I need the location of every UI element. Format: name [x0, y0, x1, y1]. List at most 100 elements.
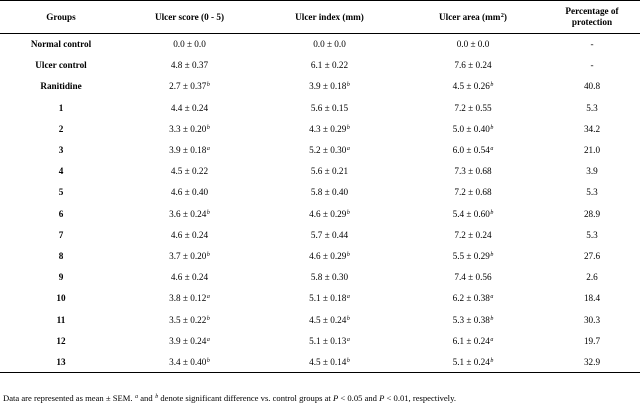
cell-protection: - [590, 39, 594, 50]
cell-ulcer-score: 4.5 ± 0.22 [122, 161, 257, 182]
cell-ulcer-score-value: 4.6 ± 0.40 [170, 187, 209, 198]
cell-ulcer-area-value: 5.3 ± 0.38 [452, 314, 490, 325]
header-row: Groups Ulcer score (0 - 5) Ulcer index (… [0, 0, 640, 34]
significance-mark: b [346, 124, 350, 131]
cell-ulcer-area: 7.4 ± 0.56 [402, 267, 544, 288]
cell-group: 6 [58, 208, 64, 219]
significance-mark: b [490, 209, 494, 216]
cell-ulcer-area-value: 7.2 ± 0.68 [454, 187, 492, 198]
cell-ulcer-area-value: 7.4 ± 0.56 [454, 272, 492, 283]
cell-ulcer-area-value: 5.5 ± 0.29 [452, 250, 490, 261]
cell-ulcer-score: 4.8 ± 0.37 [122, 55, 257, 76]
cell-ulcer-area-value: 0.0 ± 0.0 [456, 39, 490, 50]
cell-ulcer-index: 6.1 ± 0.22 [257, 55, 402, 76]
cell-group: 8 [58, 250, 64, 261]
cell-ulcer-area: 7.2 ± 0.55 [402, 97, 544, 118]
cell-ulcer-score: 4.6 ± 0.24 [122, 224, 257, 245]
cell-ulcer-score: 3.9 ± 0.24a [122, 330, 257, 351]
cell-ulcer-area: 5.3 ± 0.38b [402, 309, 544, 330]
significance-mark: b [206, 315, 210, 322]
table-row: 8 3.7 ± 0.20b 4.6 ± 0.29b 5.5 ± 0.29b 27.6 [0, 245, 640, 266]
cell-group: 12 [56, 335, 66, 346]
cell-protection: 5.3 [586, 229, 598, 240]
cell-ulcer-area: 5.1 ± 0.24b [402, 351, 544, 374]
cell-ulcer-index-value: 4.6 ± 0.29 [309, 250, 347, 261]
table-row: 9 4.6 ± 0.24 5.8 ± 0.30 7.4 ± 0.56 2.6 [0, 267, 640, 288]
significance-mark: b [346, 209, 350, 216]
cell-protection: - [590, 60, 594, 71]
significance-mark: a [206, 336, 210, 343]
cell-ulcer-score: 4.4 ± 0.24 [122, 97, 257, 118]
cell-ulcer-score: 3.5 ± 0.22b [122, 309, 257, 330]
cell-ulcer-score: 3.6 ± 0.24b [122, 203, 257, 224]
footnote-part: Data are represented as mean ± SEM. [3, 393, 135, 403]
cell-protection: 21.0 [583, 145, 601, 156]
cell-ulcer-area: 5.5 ± 0.29b [402, 245, 544, 266]
cell-ulcer-index-value: 4.6 ± 0.29 [309, 208, 347, 219]
cell-ulcer-score: 3.3 ± 0.20b [122, 118, 257, 139]
cell-ulcer-area: 7.2 ± 0.24 [402, 224, 544, 245]
cell-ulcer-index-value: 5.1 ± 0.13 [309, 335, 347, 346]
footnote-part: < 0.01, respectively. [384, 393, 456, 403]
table-row: 12 3.9 ± 0.24a 5.1 ± 0.13a 6.1 ± 0.24a 19.7 [0, 330, 640, 351]
cell-group: 5 [58, 187, 64, 198]
table-row: 6 3.6 ± 0.24b 4.6 ± 0.29b 5.4 ± 0.60b 28.9 [0, 203, 640, 224]
header-ulcer-area-text: Ulcer area (mm [439, 11, 501, 22]
significance-mark: b [490, 251, 494, 258]
cell-ulcer-index-value: 5.6 ± 0.21 [310, 166, 349, 177]
cell-ulcer-area: 7.6 ± 0.24 [402, 55, 544, 76]
cell-ulcer-index-value: 4.3 ± 0.29 [309, 123, 347, 134]
cell-ulcer-index-value: 4.5 ± 0.14 [309, 356, 347, 367]
header-ulcer-index: Ulcer index (mm) [257, 0, 402, 34]
table-row: 10 3.8 ± 0.12a 5.1 ± 0.18a 6.2 ± 0.38a 18.4 [0, 288, 640, 309]
cell-ulcer-index-value: 5.2 ± 0.30 [309, 145, 347, 156]
cell-ulcer-area-value: 7.3 ± 0.68 [454, 166, 492, 177]
cell-ulcer-index: 4.3 ± 0.29b [257, 118, 402, 139]
significance-mark: b [206, 124, 210, 131]
cell-ulcer-area-value: 6.2 ± 0.38 [452, 293, 490, 304]
cell-ulcer-index: 5.6 ± 0.15 [257, 97, 402, 118]
cell-ulcer-index: 0.0 ± 0.0 [257, 34, 402, 55]
significance-mark: b [490, 357, 494, 364]
cell-group: Ulcer control [35, 60, 87, 71]
cell-ulcer-score-value: 4.6 ± 0.24 [170, 229, 209, 240]
cell-ulcer-score-value: 3.5 ± 0.22 [169, 314, 207, 325]
footnote-sup-a: a [135, 394, 139, 400]
cell-ulcer-area: 4.5 ± 0.26b [402, 76, 544, 97]
cell-ulcer-area-value: 4.5 ± 0.26 [452, 81, 490, 92]
header-ulcer-area-close: ) [503, 11, 507, 22]
cell-ulcer-index-value: 3.9 ± 0.18 [309, 81, 347, 92]
cell-group: Normal control [30, 39, 92, 50]
cell-ulcer-index: 5.8 ± 0.30 [257, 267, 402, 288]
cell-protection: 28.9 [583, 208, 601, 219]
cell-ulcer-area: 5.0 ± 0.40b [402, 118, 544, 139]
cell-ulcer-area: 0.0 ± 0.0 [402, 34, 544, 55]
significance-mark: b [206, 209, 210, 216]
cell-ulcer-index: 4.5 ± 0.24b [257, 309, 402, 330]
cell-ulcer-score-value: 0.0 ± 0.0 [173, 39, 206, 50]
significance-mark: a [346, 146, 350, 153]
cell-ulcer-score-value: 4.4 ± 0.24 [170, 102, 209, 113]
cell-ulcer-index-value: 5.8 ± 0.30 [310, 272, 349, 283]
cell-ulcer-index: 5.8 ± 0.40 [257, 182, 402, 203]
table-footnote: Data are represented as mean ± SEM. a an… [3, 393, 637, 403]
cell-ulcer-area-value: 6.1 ± 0.24 [452, 335, 490, 346]
cell-ulcer-score-value: 4.8 ± 0.37 [170, 60, 209, 71]
significance-mark: a [206, 146, 210, 153]
cell-ulcer-area-value: 6.0 ± 0.54 [452, 145, 490, 156]
significance-mark: a [490, 294, 494, 301]
cell-ulcer-area-value: 5.0 ± 0.40 [452, 123, 490, 134]
cell-ulcer-score-value: 2.7 ± 0.37 [169, 81, 207, 92]
footnote-p-symbol: P [332, 393, 339, 403]
cell-ulcer-index-value: 5.7 ± 0.44 [310, 229, 349, 240]
table-row: 5 4.6 ± 0.40 5.8 ± 0.40 7.2 ± 0.68 5.3 [0, 182, 640, 203]
cell-ulcer-area-value: 7.2 ± 0.55 [454, 102, 492, 113]
table-row: Normal control 0.0 ± 0.0 0.0 ± 0.0 0.0 ± 0.… [0, 34, 640, 55]
table-body: Normal control 0.0 ± 0.0 0.0 ± 0.0 0.0 ± 0.… [0, 34, 640, 374]
cell-protection: 40.8 [583, 81, 601, 92]
cell-ulcer-score-value: 4.5 ± 0.22 [170, 166, 209, 177]
significance-mark: b [490, 315, 494, 322]
cell-group: 10 [56, 293, 66, 304]
footnote-p-symbol: P [379, 393, 385, 403]
cell-ulcer-score-value: 3.8 ± 0.12 [169, 293, 207, 304]
